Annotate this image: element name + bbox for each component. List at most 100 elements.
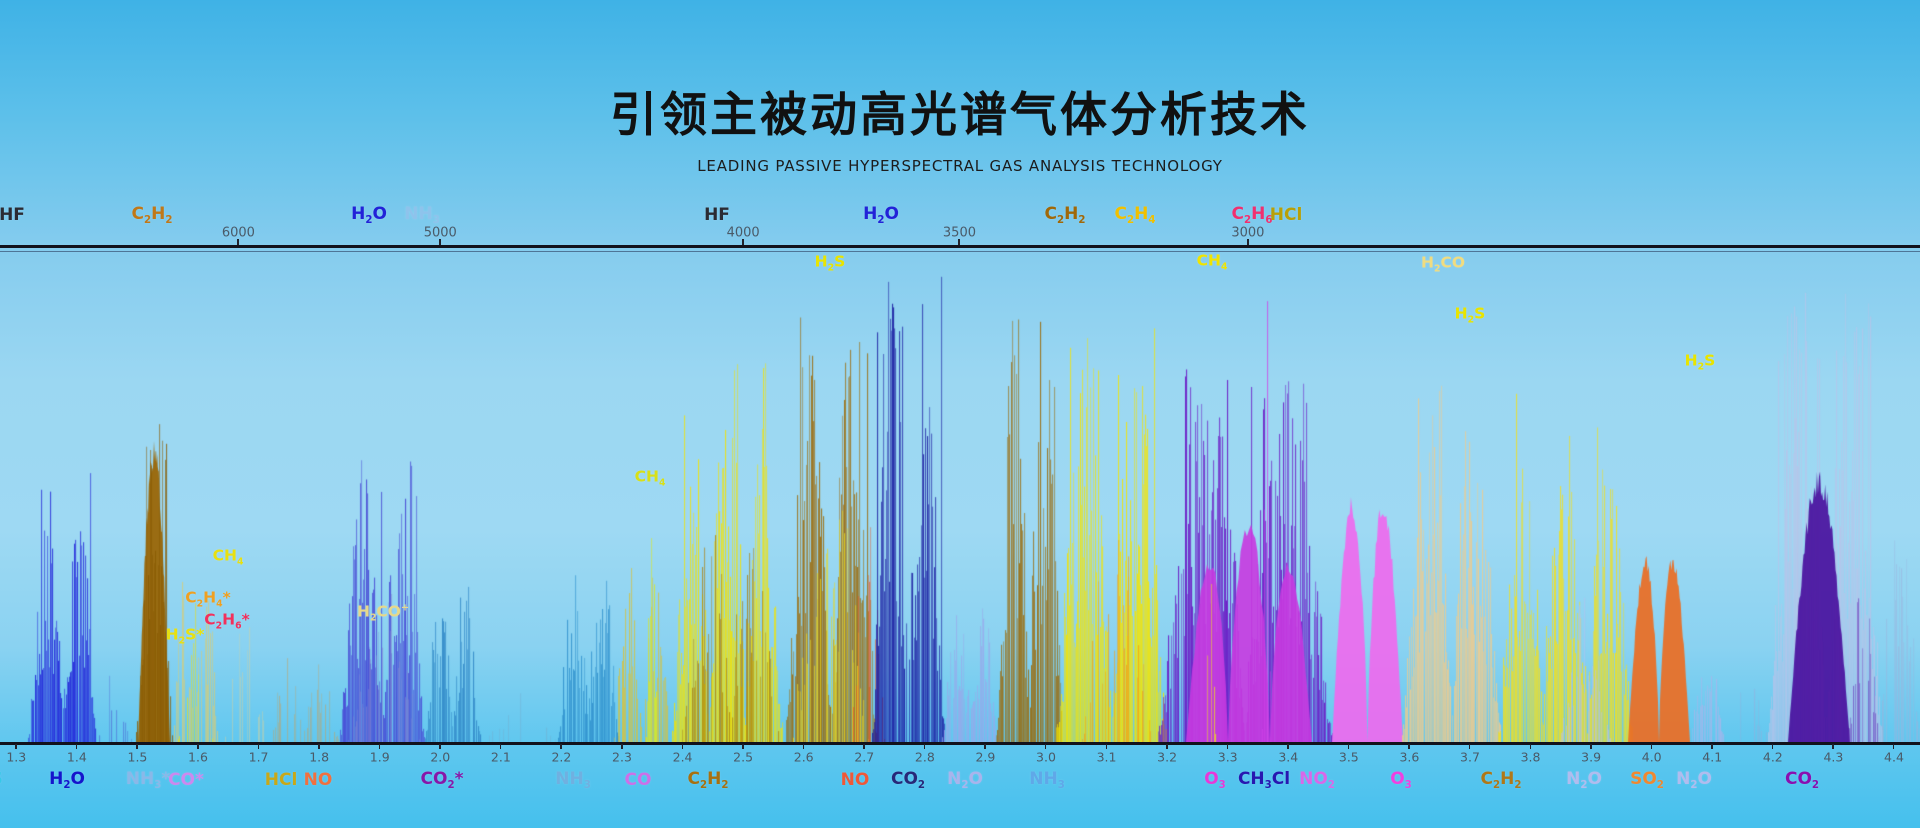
gas-label-ch3cl: CH3Cl (1237, 768, 1291, 792)
wavelength-tick-label: 3.3 (1217, 749, 1238, 765)
gas-label-so2: SO2 (1630, 768, 1664, 792)
gas-label-h2o: H2O (351, 203, 387, 227)
gas-label-c2h2: C2H2 (131, 203, 173, 227)
wavelength-tick-label: 3.1 (1096, 749, 1117, 765)
wavelength-tick-label: 2.4 (672, 749, 693, 765)
wavelength-tick (318, 744, 320, 749)
wavelength-tick (742, 744, 744, 749)
page-title: 引领主被动高光谱气体分析技术 (610, 88, 1310, 143)
wavelength-tick (1166, 744, 1168, 749)
wavenumber-tick-label: 3500 (942, 225, 976, 241)
wavenumber-tick (742, 239, 745, 245)
gas-label-o3: O3 (1390, 768, 1412, 792)
gas-label-h2s: H2S (814, 252, 846, 274)
wavelength-tick-label: 3.8 (1520, 749, 1541, 765)
wavelength-tick (1650, 744, 1653, 749)
gas-label-nh3: NH3 (1029, 768, 1065, 792)
page-subtitle: LEADING PASSIVE HYPERSPECTRAL GAS ANALYS… (697, 157, 1223, 175)
gas-label-c2h4: C2H4 (1114, 203, 1156, 227)
wavelength-tick (136, 744, 138, 749)
gas-label-n2o: N2O (1676, 768, 1712, 792)
gas-label-co2: CO2 (890, 768, 926, 792)
wavelength-tick-label: 2.2 (551, 749, 572, 765)
wavelength-tick-label: 1.3 (6, 749, 27, 765)
gas-label-hf: HF (0, 205, 25, 225)
gas-label-h2s: H2S (0, 769, 3, 791)
gas-label-c2h2: C2H2 (1480, 768, 1522, 792)
wavelength-tick (923, 744, 926, 749)
wavelength-tick (1408, 744, 1410, 749)
wavelength-tick-label: 1.6 (188, 749, 208, 765)
gas-label-ch4: CH4 (212, 546, 244, 568)
wavelength-tick-label: 1.4 (66, 749, 87, 765)
spectra-canvas (0, 252, 1920, 742)
gas-label-no2: NO2 (1299, 768, 1335, 792)
wavelength-tick-label: 2.0 (430, 749, 451, 765)
gas-label-n2o: N2O (947, 768, 983, 792)
wavelength-tick (1711, 744, 1713, 749)
wavelength-tick (621, 744, 623, 749)
gas-label-co: CO* (168, 770, 204, 790)
wavelength-tick (1287, 744, 1289, 749)
wavelength-tick (984, 744, 986, 749)
gas-label-ch4: CH4 (634, 467, 666, 489)
wavelength-tick-label: 2.7 (854, 749, 875, 765)
gas-label-no: NO (303, 770, 333, 790)
wavelength-tick-label: 2.5 (733, 749, 754, 765)
gas-label-o3: O3 (1204, 768, 1226, 792)
wavelength-tick-label: 3.2 (1157, 749, 1178, 765)
wavenumber-tick (439, 239, 442, 245)
gas-label-n2o: N2O (1566, 768, 1602, 792)
wavelength-tick-label: 2.3 (612, 749, 632, 765)
wavelength-tick (1832, 744, 1834, 749)
gas-label-c2h6: C2H6* (204, 610, 250, 632)
gas-label-h2s: H2S (1684, 351, 1716, 373)
wavenumber-axis-line (0, 245, 1920, 248)
gas-label-ch4: CH4 (1196, 251, 1228, 273)
wavelength-tick (681, 744, 684, 749)
wavelength-tick (1044, 744, 1047, 749)
wavelength-tick (257, 744, 260, 749)
wavelength-axis-line (0, 742, 1920, 745)
wavelength-tick-label: 3.4 (1278, 749, 1299, 765)
gas-label-co2: CO2* (420, 768, 464, 792)
wavelength-tick-label: 1.9 (369, 749, 390, 765)
gas-label-hcl: HCl (1269, 205, 1303, 225)
wavenumber-tick-label: 5000 (423, 225, 457, 241)
gas-label-c2h6: C2H6 (1231, 203, 1273, 227)
wavenumber-axis-thin-line (0, 251, 1920, 252)
wavenumber-tick (237, 239, 240, 245)
wavelength-tick (75, 744, 78, 749)
gas-label-h2co: H2CO (1420, 253, 1466, 275)
wavelength-tick-label: 4.1 (1702, 749, 1723, 765)
gas-label-h2o: H2O (863, 203, 899, 227)
wavelength-tick-label: 3.6 (1399, 749, 1420, 765)
wavenumber-tick (1246, 239, 1249, 245)
gas-label-nh3: NH3 (404, 203, 440, 227)
gas-label-no: NO (840, 770, 870, 790)
wavelength-tick-label: 2.1 (490, 749, 511, 765)
wavelength-tick-label: 3.5 (1338, 749, 1359, 765)
gas-label-h2o: H2O (49, 768, 85, 792)
gas-label-h2s: H2S* (165, 625, 205, 647)
wavelength-tick (1529, 744, 1532, 749)
gas-label-hcl: HCl (264, 770, 298, 790)
wavelength-tick (15, 744, 17, 749)
wavenumber-tick-label: 3000 (1231, 225, 1265, 241)
wavelength-tick (197, 744, 199, 749)
wavelength-tick-label: 4.0 (1641, 749, 1662, 765)
wavenumber-tick-label: 6000 (221, 225, 255, 241)
wavelength-tick (863, 744, 865, 749)
wavelength-tick-label: 1.5 (127, 749, 148, 765)
wavelength-tick (560, 744, 562, 749)
wavelength-tick (1590, 744, 1592, 749)
wavelength-tick-label: 4.4 (1884, 749, 1904, 765)
wavelength-tick (439, 744, 441, 749)
gas-label-h2co: H2CO+ (356, 602, 410, 624)
wavenumber-tick (958, 239, 961, 245)
gas-label-co2: CO2 (1784, 768, 1820, 792)
gas-label-c2h4: C2H4* (185, 588, 231, 610)
wavelength-tick-label: 4.3 (1823, 749, 1844, 765)
wavelength-tick (1468, 744, 1471, 749)
